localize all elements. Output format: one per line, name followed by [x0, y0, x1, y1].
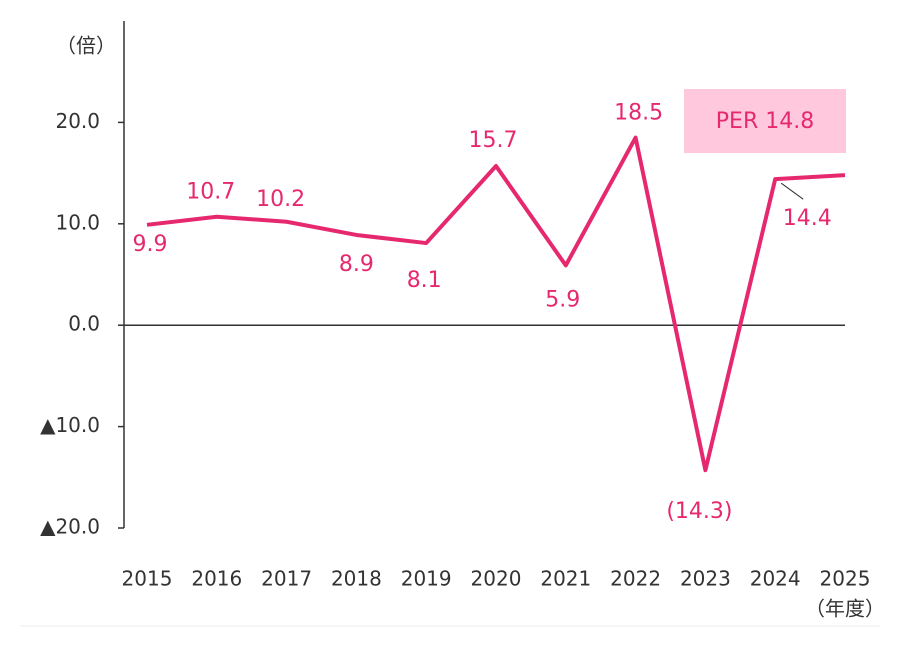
x-tick-label: 2015: [122, 567, 173, 591]
x-tick-label: 2022: [610, 567, 661, 591]
y-tick-label: 0.0: [68, 312, 100, 336]
value-label: 8.1: [407, 268, 442, 293]
x-tick-label: 2021: [540, 567, 591, 591]
x-tick-label: 2023: [680, 567, 731, 591]
x-tick-label: 2018: [331, 567, 382, 591]
y-tick-label: 20.0: [55, 109, 100, 133]
value-label: 9.9: [133, 232, 168, 257]
value-label: 18.5: [614, 101, 663, 126]
y-tick-label: ▲10.0: [40, 413, 100, 437]
value-label: 10.7: [186, 180, 235, 205]
y-tick-label: 10.0: [55, 210, 100, 234]
x-tick-label: 2019: [401, 567, 452, 591]
highlight-box: [684, 89, 846, 153]
leader-line: [780, 182, 804, 200]
line: [146, 135, 846, 473]
value-label: (14.3): [666, 499, 732, 524]
x-tick-label: 2025: [820, 567, 871, 591]
x-tick-label: 2016: [191, 567, 242, 591]
x-unit: （年度）: [805, 597, 885, 621]
value-label: 5.9: [545, 287, 580, 312]
y-tick-label: ▲20.0: [40, 515, 100, 539]
value-label: PER 14.8: [716, 109, 814, 134]
x-tick-label: 2020: [471, 567, 522, 591]
value-label: 10.2: [256, 187, 305, 212]
value-label: 15.7: [469, 128, 518, 153]
x-tick-label: 2024: [750, 567, 801, 591]
y-unit: （倍）: [56, 34, 116, 58]
value-label: 14.4: [783, 206, 832, 231]
x-tick-label: 2017: [261, 567, 312, 591]
value-label: 8.9: [339, 252, 374, 277]
